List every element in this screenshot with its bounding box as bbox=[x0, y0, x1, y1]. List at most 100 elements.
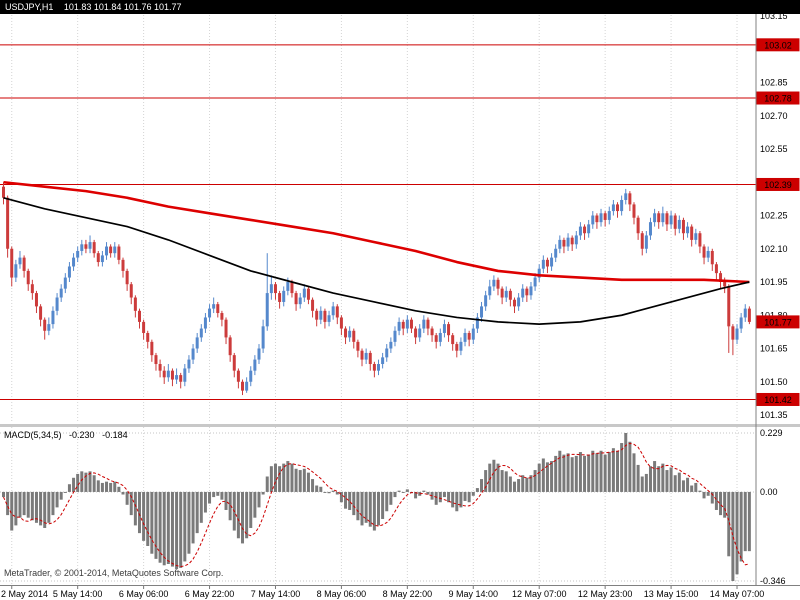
macd-bar bbox=[480, 479, 484, 492]
macd-bar bbox=[228, 491, 232, 521]
macd-bar bbox=[632, 453, 636, 492]
macd-bar bbox=[67, 484, 71, 492]
macd-panel[interactable] bbox=[2, 433, 751, 581]
candle-body bbox=[26, 270, 30, 285]
candle-body bbox=[405, 319, 409, 329]
macd-bar bbox=[109, 482, 113, 492]
candle-body bbox=[661, 213, 665, 223]
time-tick-label: 9 May 14:00 bbox=[449, 589, 499, 599]
macd-bar bbox=[125, 491, 129, 505]
macd-bar bbox=[537, 463, 541, 492]
candle-body bbox=[442, 324, 446, 333]
candle-body bbox=[570, 237, 574, 245]
macd-bar bbox=[723, 491, 727, 518]
price-tick-label: 101.50 bbox=[760, 377, 788, 387]
candle-body bbox=[665, 213, 669, 225]
macd-bar bbox=[541, 458, 545, 492]
candle-body bbox=[278, 293, 282, 302]
candle-body bbox=[447, 324, 451, 336]
macd-bar bbox=[319, 486, 323, 492]
candle-body bbox=[96, 253, 100, 263]
candle-body bbox=[735, 328, 739, 340]
macd-bar bbox=[34, 491, 38, 523]
macd-bar bbox=[570, 457, 574, 492]
candle-body bbox=[84, 244, 88, 249]
candle-body bbox=[236, 370, 240, 382]
candle-body bbox=[496, 279, 500, 289]
macd-bar bbox=[55, 491, 59, 508]
candle-body bbox=[142, 321, 146, 333]
candle-body bbox=[377, 364, 380, 371]
macd-bar bbox=[183, 491, 187, 562]
macd-bar bbox=[348, 491, 352, 510]
macd-bar bbox=[599, 450, 603, 492]
macd-bar bbox=[504, 471, 508, 492]
candle-body bbox=[14, 264, 18, 278]
macd-bar bbox=[661, 463, 665, 492]
symbol-period-label: USDJPY,H1 bbox=[5, 2, 54, 12]
candle-body bbox=[537, 268, 541, 278]
macd-bar bbox=[714, 491, 718, 510]
candle-body bbox=[471, 328, 475, 340]
candle-body bbox=[100, 255, 104, 263]
candle-body bbox=[430, 328, 434, 336]
macd-bar bbox=[241, 491, 245, 544]
macd-bar bbox=[471, 491, 475, 496]
candle-body bbox=[508, 290, 512, 300]
candle-body bbox=[356, 341, 360, 351]
macd-bar bbox=[352, 491, 356, 516]
svg-text:101.42: 101.42 bbox=[764, 395, 792, 405]
macd-bar bbox=[698, 490, 702, 492]
candle-body bbox=[55, 297, 59, 311]
macd-bar bbox=[710, 491, 714, 504]
candle-body bbox=[117, 246, 121, 260]
level-price-badge bbox=[756, 177, 800, 191]
macd-bar bbox=[372, 491, 376, 531]
macd-bar bbox=[385, 491, 389, 512]
macd-bar bbox=[14, 491, 18, 526]
candle-body bbox=[648, 222, 652, 236]
candle-body bbox=[133, 297, 137, 311]
macd-bar bbox=[170, 491, 174, 567]
candle-body bbox=[624, 193, 628, 200]
macd-bar bbox=[484, 470, 488, 492]
candle-body bbox=[331, 306, 335, 316]
candlestick-series[interactable] bbox=[2, 182, 751, 396]
candle-body bbox=[150, 341, 154, 356]
candle-body bbox=[512, 299, 516, 307]
candle-body bbox=[125, 270, 129, 285]
candle-body bbox=[364, 352, 368, 360]
macd-bar bbox=[51, 491, 55, 516]
candle-body bbox=[249, 370, 253, 382]
candle-body bbox=[727, 286, 731, 327]
macd-bar bbox=[521, 475, 525, 492]
candle-body bbox=[43, 319, 47, 331]
candle-body bbox=[10, 248, 14, 278]
time-tick-label: 8 May 22:00 bbox=[383, 589, 433, 599]
macd-bar bbox=[10, 491, 14, 531]
candle-body bbox=[706, 250, 710, 258]
candle-body bbox=[389, 341, 393, 349]
price-tick-label: 101.95 bbox=[760, 277, 788, 287]
macd-bar bbox=[438, 491, 442, 503]
price-level-lines[interactable] bbox=[0, 44, 756, 400]
candle-body bbox=[599, 213, 603, 223]
macd-bar bbox=[616, 450, 620, 492]
candle-body bbox=[265, 293, 269, 327]
candle-body bbox=[269, 284, 273, 294]
level-price-badge bbox=[756, 91, 800, 105]
candle-body bbox=[170, 370, 174, 380]
macd-bar bbox=[739, 491, 743, 562]
macd-bar bbox=[286, 461, 290, 492]
candle-body bbox=[500, 288, 504, 298]
macd-bar bbox=[587, 454, 591, 492]
candle-body bbox=[533, 277, 537, 287]
macd-bar bbox=[368, 491, 372, 527]
panel-splitter[interactable] bbox=[0, 424, 800, 427]
svg-text:102.78: 102.78 bbox=[764, 94, 792, 104]
candle-body bbox=[294, 293, 298, 305]
macd-bar bbox=[323, 491, 327, 493]
candle-body bbox=[311, 299, 315, 311]
price-tick-label: 101.35 bbox=[760, 410, 788, 420]
